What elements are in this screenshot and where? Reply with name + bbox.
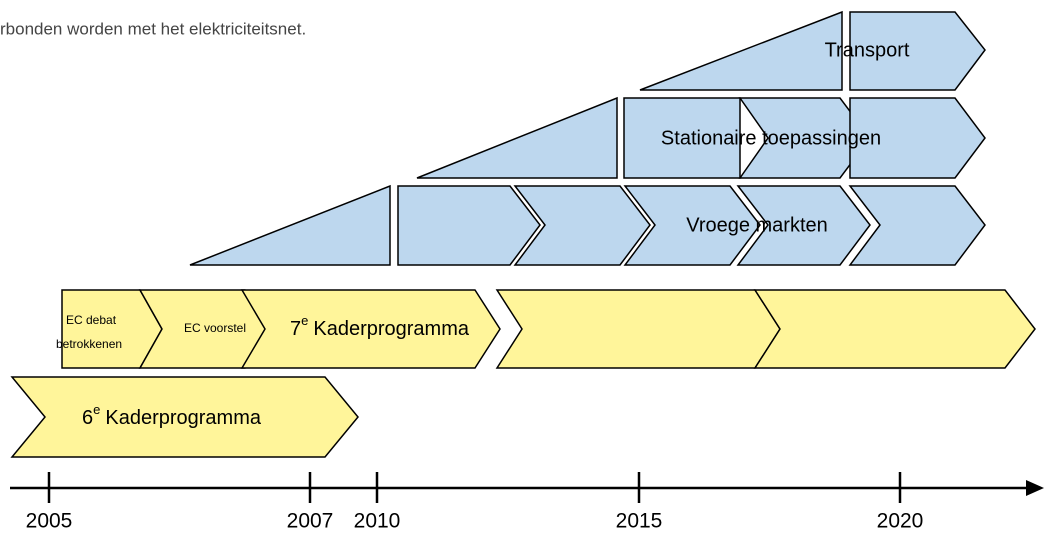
- number: 7: [290, 318, 301, 340]
- year-label: 2010: [354, 510, 401, 533]
- program-label: betrokkenen: [56, 337, 122, 351]
- chevron: [849, 97, 986, 179]
- year-label: 2015: [616, 510, 663, 533]
- chevron: [513, 185, 651, 266]
- arrowhead: [1026, 480, 1044, 496]
- application-label: Stationaire toepassingen: [661, 127, 881, 149]
- ramp: [639, 10, 843, 91]
- chevron: [736, 185, 871, 266]
- ramp: [189, 184, 391, 266]
- program-label: 7e Kaderprogramma: [290, 313, 470, 340]
- text: Kaderprogramma: [313, 318, 470, 340]
- superscript: e: [301, 313, 308, 328]
- ramp: [416, 96, 618, 179]
- application-shapes: [189, 10, 986, 266]
- chevron: [397, 185, 541, 266]
- number: 6: [82, 407, 93, 429]
- chevron: [495, 289, 781, 369]
- chevron: [10, 376, 359, 458]
- header-text: rbonden worden met het elektriciteitsnet…: [0, 19, 306, 38]
- year-label: 2005: [26, 510, 73, 533]
- application-label: Vroege markten: [686, 214, 828, 236]
- year-label: 2007: [287, 510, 334, 533]
- text: Kaderprogramma: [105, 407, 262, 429]
- chevron: [240, 289, 501, 369]
- program-shapes: [10, 289, 1036, 458]
- application-label: Transport: [825, 39, 910, 61]
- superscript: e: [93, 402, 100, 417]
- chevron: [848, 185, 986, 266]
- program-label: EC voorstel: [184, 321, 246, 335]
- year-label: 2020: [877, 510, 924, 533]
- chevron: [849, 11, 986, 91]
- chevron: [623, 185, 761, 266]
- program-label: EC debat: [66, 313, 117, 327]
- chevron: [753, 289, 1036, 369]
- timeline: [10, 472, 1044, 503]
- chevron: [738, 97, 871, 179]
- program-label: 6e Kaderprogramma: [82, 402, 262, 429]
